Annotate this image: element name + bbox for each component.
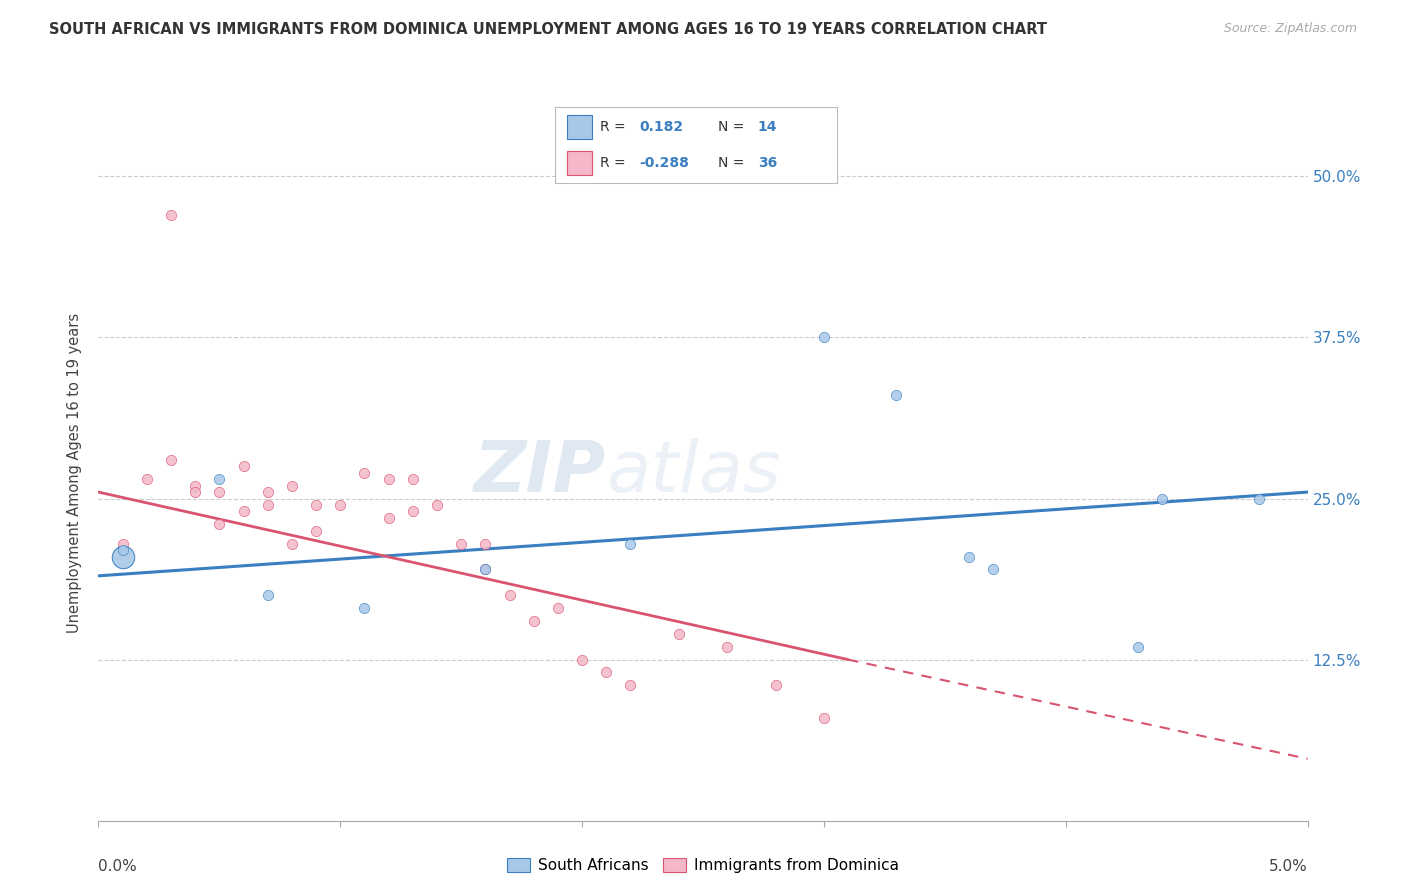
Point bbox=[329, 498, 352, 512]
Point bbox=[232, 459, 254, 474]
Point bbox=[305, 524, 328, 538]
Point bbox=[571, 652, 593, 666]
Text: 5.0%: 5.0% bbox=[1268, 859, 1308, 874]
Point bbox=[256, 485, 278, 500]
Point bbox=[474, 562, 496, 576]
Point bbox=[184, 485, 207, 500]
Text: SOUTH AFRICAN VS IMMIGRANTS FROM DOMINICA UNEMPLOYMENT AMONG AGES 16 TO 19 YEARS: SOUTH AFRICAN VS IMMIGRANTS FROM DOMINIC… bbox=[49, 22, 1047, 37]
Text: 0.182: 0.182 bbox=[640, 120, 683, 134]
Point bbox=[135, 472, 157, 486]
Legend: South Africans, Immigrants from Dominica: South Africans, Immigrants from Dominica bbox=[501, 852, 905, 880]
Point bbox=[160, 453, 183, 467]
Point bbox=[353, 601, 375, 615]
Y-axis label: Unemployment Among Ages 16 to 19 years: Unemployment Among Ages 16 to 19 years bbox=[67, 313, 83, 632]
Point bbox=[281, 536, 304, 550]
Point bbox=[668, 627, 690, 641]
Text: R =: R = bbox=[600, 156, 630, 170]
Text: 0.0%: 0.0% bbox=[98, 859, 138, 874]
Point bbox=[474, 536, 496, 550]
Text: ZIP: ZIP bbox=[474, 438, 606, 508]
Point bbox=[716, 640, 738, 654]
Point bbox=[111, 543, 134, 558]
Point bbox=[232, 504, 254, 518]
Bar bbox=[567, 115, 592, 139]
Point bbox=[281, 478, 304, 492]
Point bbox=[595, 665, 617, 680]
Point bbox=[426, 498, 449, 512]
Point bbox=[1249, 491, 1271, 506]
Point bbox=[184, 478, 207, 492]
Point bbox=[377, 472, 399, 486]
Point bbox=[402, 504, 425, 518]
Text: Source: ZipAtlas.com: Source: ZipAtlas.com bbox=[1223, 22, 1357, 36]
Point bbox=[981, 562, 1004, 576]
Point bbox=[353, 466, 375, 480]
Point bbox=[305, 498, 328, 512]
Point bbox=[256, 588, 278, 602]
Point bbox=[498, 588, 520, 602]
Point bbox=[474, 562, 496, 576]
Text: -0.288: -0.288 bbox=[640, 156, 689, 170]
Point bbox=[957, 549, 980, 564]
Point bbox=[208, 485, 231, 500]
Point bbox=[377, 511, 399, 525]
Text: N =: N = bbox=[718, 156, 749, 170]
Point bbox=[402, 472, 425, 486]
Text: atlas: atlas bbox=[606, 438, 780, 508]
Text: N =: N = bbox=[718, 120, 749, 134]
Point bbox=[111, 536, 134, 550]
Text: 36: 36 bbox=[758, 156, 778, 170]
Point bbox=[619, 678, 641, 692]
Text: R =: R = bbox=[600, 120, 630, 134]
Point bbox=[765, 678, 787, 692]
Point bbox=[450, 536, 472, 550]
Point bbox=[1152, 491, 1174, 506]
Point bbox=[256, 498, 278, 512]
Point bbox=[160, 208, 183, 222]
Point bbox=[547, 601, 569, 615]
Point bbox=[1128, 640, 1150, 654]
Point bbox=[208, 517, 231, 532]
Point bbox=[813, 710, 835, 724]
Point bbox=[523, 614, 546, 628]
Bar bbox=[567, 151, 592, 175]
Point bbox=[208, 472, 231, 486]
Text: 14: 14 bbox=[758, 120, 778, 134]
Point bbox=[813, 330, 835, 344]
Point bbox=[619, 536, 641, 550]
Point bbox=[886, 388, 908, 402]
Point bbox=[111, 549, 134, 564]
